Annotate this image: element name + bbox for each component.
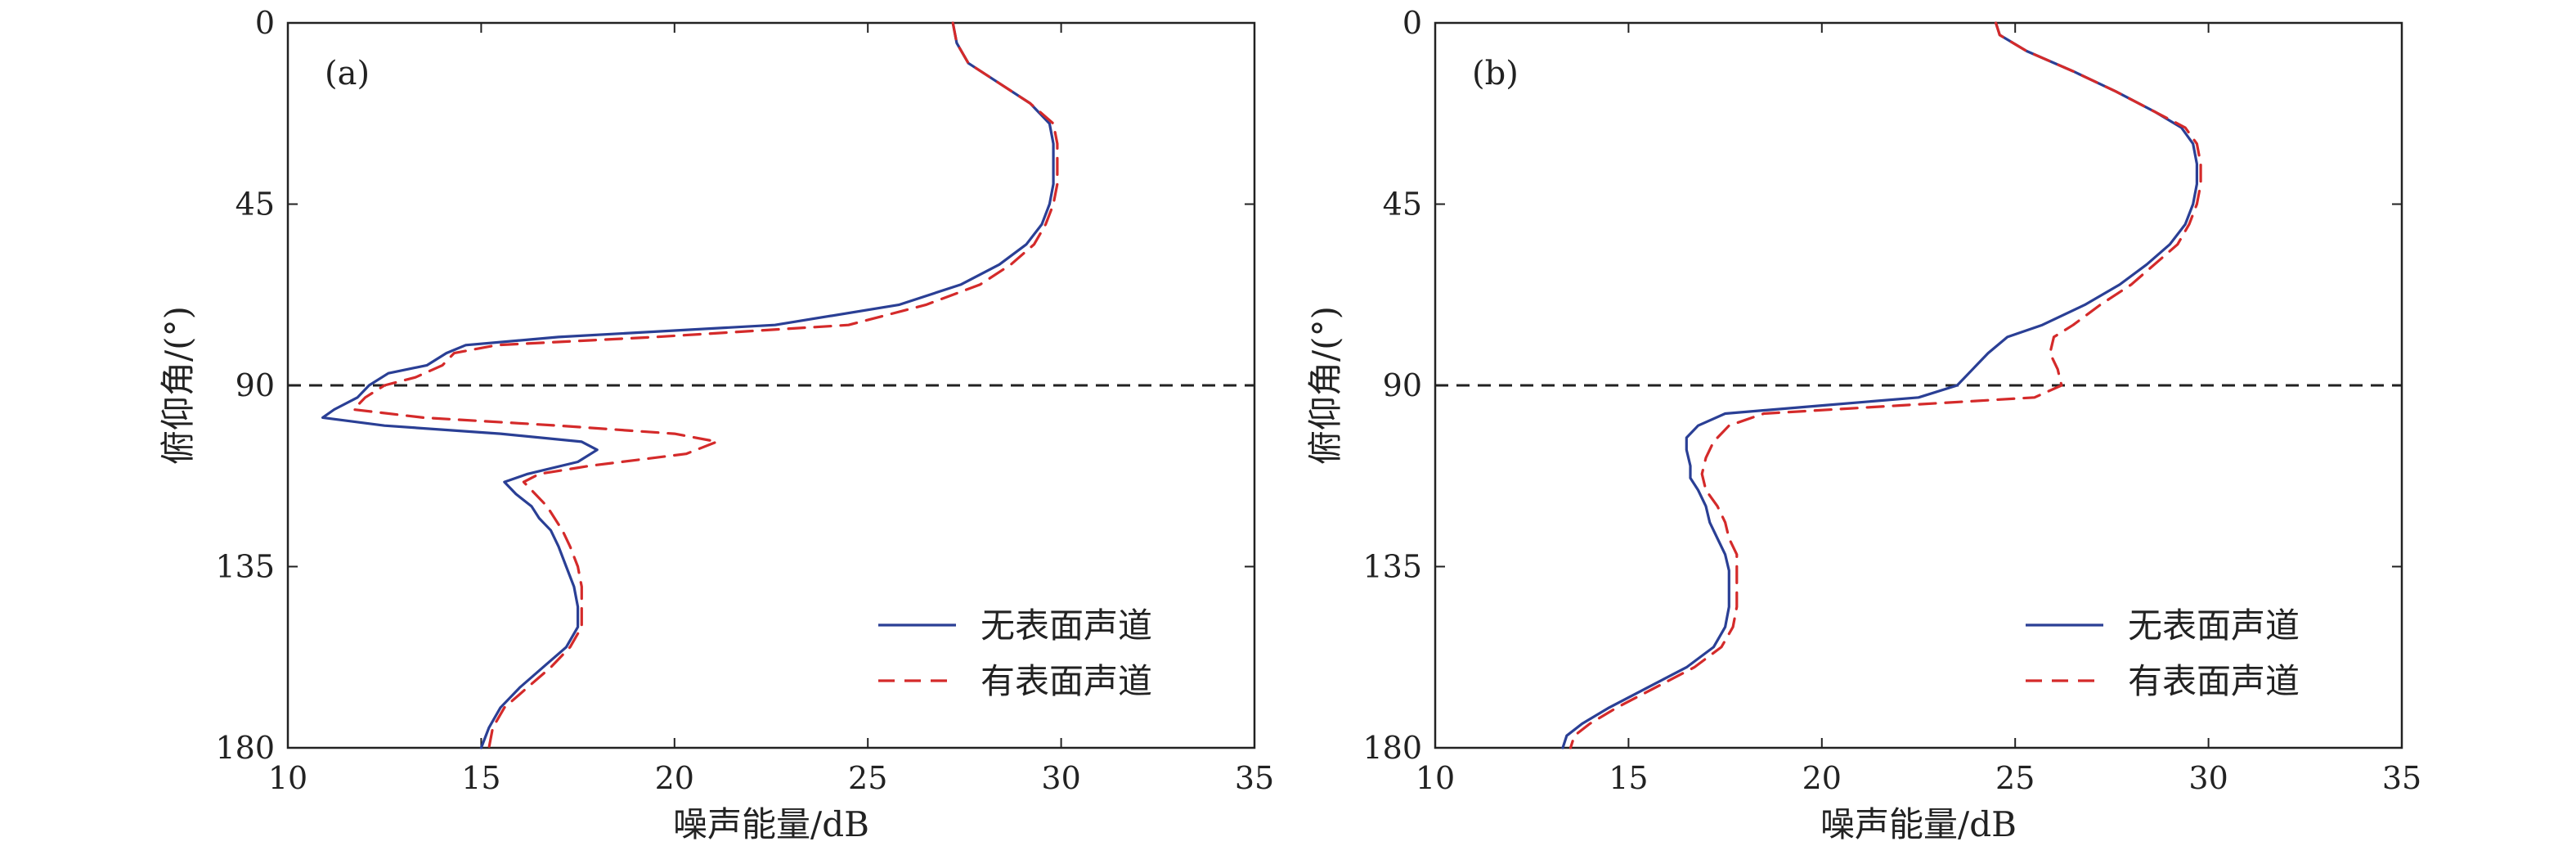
- y-tick-label: 45: [236, 187, 275, 223]
- panel-label: (b): [1472, 55, 1519, 92]
- x-tick-label: 25: [1995, 760, 2035, 796]
- panel-b: 10 15 20 25 30 35 0 45 90 135 180 (b) 无表面声道有表面声道噪声能量…: [1305, 5, 2421, 844]
- x-tick-label: 20: [1802, 760, 1842, 796]
- x-axis-label: 噪声能量/dB: [1820, 804, 2017, 844]
- y-tick-label: 135: [215, 549, 275, 585]
- legend-entry-label: 无表面声道: [981, 605, 1152, 646]
- y-tick-label: 0: [1402, 5, 1422, 41]
- series-line-no-surface-duct: [321, 21, 1055, 749]
- series-line-with-surface-duct: [352, 21, 1059, 749]
- y-axis-label: 俯仰角/(°): [158, 306, 198, 465]
- series-line-no-surface-duct: [1561, 21, 2198, 749]
- panel-label: (a): [325, 55, 370, 92]
- y-tick-label: 90: [236, 367, 275, 403]
- legend-entry-label: 有表面声道: [981, 661, 1152, 701]
- y-axis-label: 俯仰角/(°): [1305, 306, 1345, 465]
- x-tick-label: 15: [1609, 760, 1648, 796]
- panel-a: 10 15 20 25 30 35 0 45 90 135 180 (a) 无表面声道有表面声道噪声能量…: [158, 5, 1274, 844]
- x-tick-label: 35: [1235, 760, 1274, 796]
- series-line-with-surface-duct: [1568, 21, 2202, 749]
- y-tick-label: 90: [1383, 367, 1422, 403]
- y-tick-label: 180: [215, 730, 275, 766]
- x-tick-label: 30: [1041, 760, 1080, 796]
- x-tick-label: 10: [268, 760, 307, 796]
- x-tick-label: 30: [2188, 760, 2228, 796]
- x-tick-label: 35: [2382, 760, 2421, 796]
- legend-entry-label: 无表面声道: [2128, 605, 2300, 646]
- x-axis-label: 噪声能量/dB: [673, 804, 869, 844]
- y-tick-label: 45: [1383, 187, 1422, 223]
- y-tick-label: 0: [255, 5, 275, 41]
- legend-entry-label: 有表面声道: [2128, 661, 2300, 701]
- x-tick-label: 15: [461, 760, 500, 796]
- x-tick-label: 10: [1416, 760, 1455, 796]
- y-tick-label: 135: [1362, 549, 1422, 585]
- x-tick-label: 25: [848, 760, 887, 796]
- x-tick-label: 20: [655, 760, 694, 796]
- y-tick-label: 180: [1362, 730, 1422, 766]
